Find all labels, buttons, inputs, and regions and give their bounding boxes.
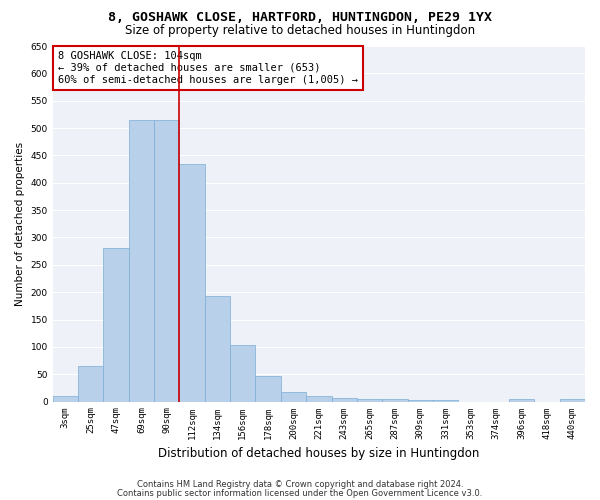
Text: Contains HM Land Registry data © Crown copyright and database right 2024.: Contains HM Land Registry data © Crown c… bbox=[137, 480, 463, 489]
Y-axis label: Number of detached properties: Number of detached properties bbox=[15, 142, 25, 306]
Bar bbox=[179, 164, 205, 402]
Bar bbox=[103, 248, 129, 402]
Bar bbox=[560, 399, 585, 402]
Bar bbox=[78, 366, 103, 402]
Bar bbox=[53, 396, 78, 402]
Bar bbox=[256, 376, 281, 402]
Bar bbox=[154, 120, 179, 402]
Bar bbox=[205, 296, 230, 402]
Bar bbox=[433, 400, 458, 402]
Bar bbox=[230, 345, 256, 402]
X-axis label: Distribution of detached houses by size in Huntingdon: Distribution of detached houses by size … bbox=[158, 447, 479, 460]
Bar bbox=[509, 399, 535, 402]
Text: Size of property relative to detached houses in Huntingdon: Size of property relative to detached ho… bbox=[125, 24, 475, 37]
Bar bbox=[129, 120, 154, 402]
Bar bbox=[382, 399, 407, 402]
Bar bbox=[407, 400, 433, 402]
Bar bbox=[357, 400, 382, 402]
Text: 8 GOSHAWK CLOSE: 104sqm
← 39% of detached houses are smaller (653)
60% of semi-d: 8 GOSHAWK CLOSE: 104sqm ← 39% of detache… bbox=[58, 52, 358, 84]
Text: Contains public sector information licensed under the Open Government Licence v3: Contains public sector information licen… bbox=[118, 488, 482, 498]
Bar bbox=[306, 396, 332, 402]
Bar bbox=[332, 398, 357, 402]
Bar bbox=[281, 392, 306, 402]
Text: 8, GOSHAWK CLOSE, HARTFORD, HUNTINGDON, PE29 1YX: 8, GOSHAWK CLOSE, HARTFORD, HUNTINGDON, … bbox=[108, 11, 492, 24]
